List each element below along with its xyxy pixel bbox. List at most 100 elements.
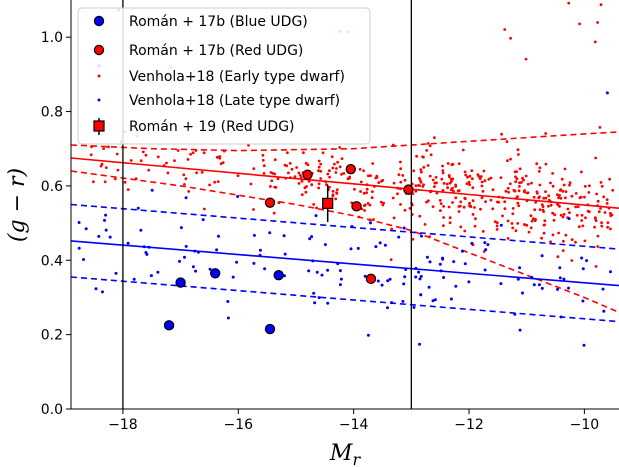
early-type-dwarf-point	[524, 57, 528, 61]
late-type-dwarf-point	[414, 266, 418, 270]
early-type-dwarf-point	[425, 149, 429, 152]
late-type-dwarf-point	[417, 270, 421, 274]
early-type-dwarf-point	[396, 192, 399, 196]
early-type-dwarf-point	[521, 176, 524, 180]
early-type-dwarf-point	[566, 207, 570, 211]
early-type-dwarf-point	[439, 202, 443, 206]
early-type-dwarf-point	[249, 182, 253, 186]
early-type-dwarf-point	[602, 195, 606, 199]
early-type-dwarf-point	[200, 170, 204, 174]
early-type-dwarf-point	[605, 202, 609, 205]
early-type-dwarf-point	[575, 213, 579, 217]
late-type-dwarf-point	[402, 282, 406, 286]
early-type-dwarf-point	[523, 223, 526, 226]
axes	[70, 0, 619, 410]
early-type-dwarf-point	[594, 265, 598, 268]
early-type-dwarf-point	[542, 231, 546, 235]
blue-udg-point	[210, 268, 221, 279]
early-type-dwarf-point	[532, 195, 536, 199]
venhola-dwarf-points	[77, 1, 615, 347]
early-type-dwarf-point	[562, 183, 566, 187]
late-type-dwarf-point	[412, 305, 416, 309]
early-type-dwarf-point	[187, 190, 191, 193]
early-type-dwarf-point	[517, 204, 521, 208]
early-type-dwarf-point	[334, 197, 338, 201]
early-type-dwarf-point	[288, 161, 292, 165]
early-type-dwarf-point	[570, 238, 574, 242]
late-type-dwarf-point	[454, 284, 458, 288]
early-type-dwarf-point	[182, 173, 186, 177]
early-type-dwarf-point	[104, 166, 108, 170]
early-type-dwarf-point	[544, 190, 547, 194]
legend-marker-square	[93, 120, 105, 132]
legend-box	[77, 7, 371, 145]
late-type-dwarf-point	[82, 258, 85, 261]
early-type-dwarf-point	[324, 180, 328, 184]
late-type-dwarf-point	[349, 247, 353, 251]
blue-udg-point	[163, 320, 175, 331]
early-type-dwarf-point	[90, 145, 93, 149]
late-type-dwarf-point	[326, 268, 330, 272]
late-type-dwarf-point	[236, 195, 240, 198]
early-type-dwarf-point	[537, 196, 541, 200]
early-type-dwarf-point	[300, 193, 304, 197]
early-type-dwarf-point	[559, 188, 563, 192]
early-type-dwarf-point	[381, 178, 385, 182]
late-type-dwarf-point	[513, 312, 517, 316]
early-type-dwarf-point	[397, 173, 401, 177]
early-type-dwarf-point	[480, 196, 484, 200]
early-type-dwarf-point	[544, 196, 548, 200]
early-type-dwarf-point	[369, 174, 372, 178]
late-type-dwarf-point	[208, 267, 212, 271]
late-type-dwarf-point	[439, 269, 443, 273]
late-type-dwarf-point	[252, 233, 256, 237]
early-type-dwarf-point	[262, 164, 266, 168]
late-type-dwarf-point	[567, 217, 571, 221]
late-type-dwarf-point	[183, 255, 186, 259]
early-type-dwarf-point	[283, 163, 287, 167]
early-type-dwarf-point	[574, 205, 578, 209]
early-type-dwarf-point	[560, 177, 564, 181]
early-type-dwarf-point	[366, 202, 370, 205]
early-type-dwarf-point	[276, 177, 280, 181]
early-type-dwarf-point	[359, 190, 362, 193]
early-type-dwarf-point	[557, 196, 560, 200]
early-type-dwarf-point	[483, 179, 487, 183]
early-type-dwarf-point	[165, 161, 168, 165]
early-type-dwarf-point	[222, 149, 226, 153]
early-type-dwarf-point	[478, 175, 482, 179]
early-type-dwarf-point	[561, 249, 565, 253]
early-type-dwarf-point	[113, 177, 117, 181]
red-udg-point	[351, 201, 362, 212]
legend-label: Venhola+18 (Early type dwarf)	[129, 69, 345, 85]
fit-line-dashed	[71, 203, 619, 250]
early-type-dwarf-point	[147, 168, 151, 172]
early-type-dwarf-point	[479, 207, 482, 211]
early-type-dwarf-point	[338, 146, 342, 149]
early-type-dwarf-point	[401, 174, 405, 177]
early-type-dwarf-point	[471, 199, 475, 203]
early-type-dwarf-point	[605, 198, 609, 202]
late-type-dwarf-point	[562, 277, 566, 281]
early-type-dwarf-point	[491, 188, 495, 192]
late-type-dwarf-point	[484, 248, 488, 252]
late-type-dwarf-point	[104, 228, 108, 232]
early-type-dwarf-point	[297, 182, 301, 185]
early-type-dwarf-point	[252, 167, 256, 171]
early-type-dwarf-point	[414, 184, 418, 188]
late-type-dwarf-point	[378, 241, 382, 245]
early-type-dwarf-point	[599, 207, 602, 210]
early-type-dwarf-point	[547, 198, 551, 202]
blue-udg-point	[175, 277, 186, 288]
early-type-dwarf-point	[431, 205, 435, 209]
early-type-dwarf-point	[126, 188, 130, 192]
early-type-dwarf-point	[186, 158, 190, 161]
early-type-dwarf-point	[391, 196, 395, 200]
early-type-dwarf-point	[599, 3, 603, 7]
early-type-dwarf-point	[518, 185, 521, 188]
late-type-dwarf-point	[308, 237, 312, 241]
early-type-dwarf-point	[102, 147, 105, 151]
early-type-dwarf-point	[501, 214, 504, 218]
early-type-dwarf-point	[418, 176, 421, 180]
fit-line-dashed	[71, 276, 619, 323]
